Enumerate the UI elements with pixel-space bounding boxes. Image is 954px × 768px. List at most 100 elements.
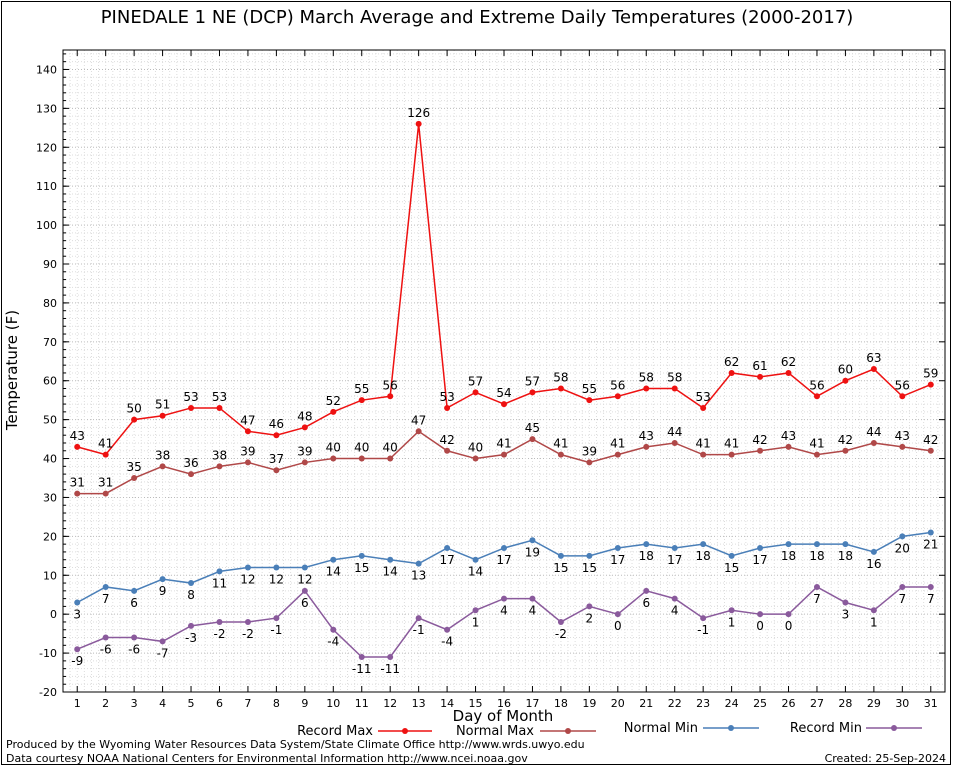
data-label-normal-min: 14 (383, 565, 398, 579)
data-label-normal-max: 42 (439, 433, 454, 447)
data-label-normal-max: 37 (269, 452, 284, 466)
data-label-record-max: 62 (781, 355, 796, 369)
y-tick-label: 100 (36, 219, 57, 232)
data-point-record-max (244, 428, 251, 435)
data-point-record-min (188, 622, 195, 629)
data-label-record-min: -1 (270, 623, 282, 637)
data-label-record-max: 60 (838, 363, 853, 377)
x-tick-label: 26 (782, 697, 796, 710)
data-label-normal-max: 41 (610, 437, 625, 451)
y-tick-label: 80 (43, 297, 57, 310)
data-label-record-max: 48 (297, 409, 312, 423)
data-point-normal-max (301, 459, 308, 466)
data-point-normal-max (671, 439, 678, 446)
data-label-normal-max: 39 (297, 444, 312, 458)
x-tick-label: 6 (216, 697, 223, 710)
data-point-record-min (671, 595, 678, 602)
data-label-record-max: 53 (212, 390, 227, 404)
data-label-record-max: 56 (809, 378, 824, 392)
data-label-record-max: 55 (582, 382, 597, 396)
data-label-normal-max: 35 (126, 460, 141, 474)
y-tick-label: 60 (43, 375, 57, 388)
data-point-normal-max (700, 451, 707, 458)
data-label-record-min: -4 (327, 635, 339, 649)
data-label-normal-min: 18 (781, 549, 796, 563)
data-point-record-max (131, 416, 138, 423)
data-label-normal-min: 15 (724, 561, 739, 575)
data-label-record-min: 1 (472, 615, 480, 629)
data-point-record-max (159, 412, 166, 419)
data-label-record-max: 57 (525, 374, 540, 388)
data-label-normal-max: 41 (696, 437, 711, 451)
data-point-record-max (358, 397, 365, 404)
x-tick-label: 30 (895, 697, 909, 710)
data-point-record-min (813, 583, 820, 590)
data-label-record-min: -7 (157, 646, 169, 660)
data-label-record-max: 58 (553, 371, 568, 385)
data-point-record-max (785, 369, 792, 376)
data-point-normal-max (387, 455, 394, 462)
data-label-normal-max: 40 (468, 441, 483, 455)
data-point-record-max (728, 369, 735, 376)
data-label-normal-max: 38 (212, 448, 227, 462)
data-point-normal-min (700, 541, 707, 548)
y-tick-label: 140 (36, 63, 57, 76)
data-label-record-min: 7 (927, 592, 935, 606)
series-normal-max: 31 31 35 38 36 38 39 37 39 40 40 40 47 42 40 41 45 41 39 41… (70, 413, 938, 497)
y-tick-label: -10 (39, 647, 57, 660)
data-point-record-max (501, 401, 507, 408)
data-label-normal-min: 18 (639, 549, 654, 563)
data-label-normal-min: 12 (240, 572, 255, 586)
data-point-normal-max (927, 447, 934, 454)
data-point-record-max (700, 404, 707, 411)
y-tick-label: 90 (43, 258, 57, 271)
data-label-record-min: -11 (380, 662, 400, 676)
data-point-normal-max (472, 455, 479, 462)
data-point-record-max (643, 385, 650, 392)
data-label-normal-max: 40 (383, 441, 398, 455)
data-label-record-max: 56 (383, 378, 398, 392)
data-point-record-min (159, 638, 166, 645)
data-point-normal-min (216, 568, 223, 575)
data-label-normal-min: 17 (667, 553, 682, 567)
data-point-normal-min (472, 556, 479, 563)
legend: Record Max Normal Max Normal Min Record Min (297, 721, 922, 739)
data-label-normal-min: 6 (130, 596, 138, 610)
data-point-record-min (415, 615, 422, 622)
data-label-normal-min: 17 (439, 553, 454, 567)
data-point-record-min (700, 615, 707, 622)
y-tick-label: 70 (43, 336, 57, 349)
data-point-normal-max (785, 443, 792, 450)
footer-created: Created: 25-Sep-2024 (824, 752, 946, 765)
data-label-record-min: 7 (899, 592, 907, 606)
x-tick-label: 16 (497, 697, 511, 710)
data-label-record-min: 6 (301, 596, 309, 610)
data-label-normal-max: 31 (70, 476, 85, 490)
data-label-normal-min: 3 (73, 608, 81, 622)
data-point-normal-min (301, 564, 308, 571)
data-label-record-max: 51 (155, 398, 170, 412)
data-point-record-min (757, 611, 764, 618)
data-label-normal-max: 47 (411, 413, 426, 427)
data-label-normal-max: 38 (155, 448, 170, 462)
x-tick-label: 28 (838, 697, 852, 710)
data-point-record-min (785, 611, 792, 618)
series-normal-min: 3 7 6 9 8 11 12 12 12 14 15 14 13 17 14 17 19 15 15 17 18 17 1… (73, 529, 938, 622)
data-point-normal-max (74, 490, 81, 497)
data-point-normal-min (671, 545, 678, 552)
data-point-normal-min (785, 541, 792, 548)
data-point-normal-max (728, 451, 735, 458)
data-point-record-max (102, 451, 109, 458)
x-tick-label: 11 (355, 697, 369, 710)
data-label-normal-min: 19 (525, 545, 540, 559)
data-label-normal-max: 42 (923, 433, 938, 447)
data-point-normal-min (273, 564, 280, 571)
data-point-record-max (671, 385, 678, 392)
data-label-normal-min: 15 (582, 561, 597, 575)
data-label-record-max: 59 (923, 367, 938, 381)
data-label-normal-max: 39 (582, 444, 597, 458)
data-label-normal-min: 15 (553, 561, 568, 575)
data-point-normal-min (188, 580, 195, 587)
data-label-normal-min: 9 (159, 584, 167, 598)
data-point-record-min (444, 626, 451, 633)
